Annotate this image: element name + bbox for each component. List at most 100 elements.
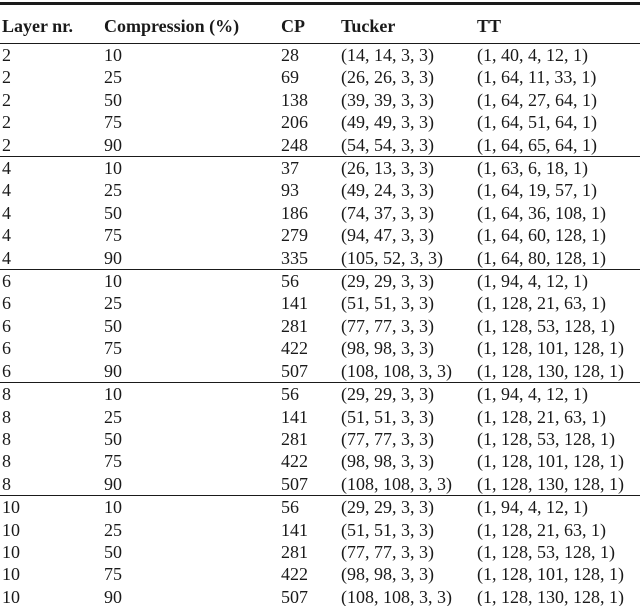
table-cell: (98, 98, 3, 3) [341, 451, 434, 472]
table-cell: 141 [281, 519, 308, 540]
table-cell: 56 [281, 497, 299, 518]
table-cell: 2 [2, 67, 11, 88]
table-row: 10 25 141 (51, 51, 3, 3) (1, 128, 21, 63, 1) [0, 519, 640, 541]
table-cell: (98, 98, 3, 3) [341, 338, 434, 359]
table-cell: (108, 108, 3, 3) [341, 360, 452, 381]
table-cell: 25 [104, 67, 122, 88]
table-cell: 422 [281, 564, 308, 585]
table-cell: 25 [104, 519, 122, 540]
table-section-layer-10: 10 10 56 (29, 29, 3, 3) (1, 94, 4, 12, 1) 10 2… [0, 495, 640, 606]
table-cell: 75 [104, 564, 122, 585]
table-row: 4 75 279 (94, 47, 3, 3) (1, 64, 60, 128, 1) [0, 224, 640, 246]
table-cell: (26, 26, 3, 3) [341, 67, 434, 88]
table-cell: (1, 128, 53, 128, 1) [477, 315, 615, 336]
table-cell: (26, 13, 3, 3) [341, 158, 434, 179]
table-cell: 90 [104, 247, 122, 268]
table-cell: 10 [2, 497, 20, 518]
table-row: 2 75 206 (49, 49, 3, 3) (1, 64, 51, 64, 1) [0, 111, 640, 133]
table-row: 4 10 37 (26, 13, 3, 3) (1, 63, 6, 18, 1) [0, 157, 640, 180]
table-cell: (105, 52, 3, 3) [341, 247, 443, 268]
table-row: 10 10 56 (29, 29, 3, 3) (1, 94, 4, 12, 1) [0, 496, 640, 519]
table-cell: (29, 29, 3, 3) [341, 271, 434, 292]
table-cell: 281 [281, 541, 308, 562]
table-section-layer-4: 4 10 37 (26, 13, 3, 3) (1, 63, 6, 18, 1) 4 25 9… [0, 156, 640, 270]
table-cell: 90 [104, 586, 122, 606]
table-cell: 50 [104, 89, 122, 110]
table-row: 4 25 93 (49, 24, 3, 3) (1, 64, 19, 57, 1) [0, 179, 640, 201]
table-cell: (54, 54, 3, 3) [341, 134, 434, 155]
table-cell: (1, 128, 21, 63, 1) [477, 519, 606, 540]
table-cell: 56 [281, 271, 299, 292]
table-row: 4 90 335 (105, 52, 3, 3) (1, 64, 80, 128, 1) [0, 247, 640, 270]
table-cell: (77, 77, 3, 3) [341, 315, 434, 336]
table-cell: 93 [281, 180, 299, 201]
table-cell: 8 [2, 473, 11, 494]
table-cell: (94, 47, 3, 3) [341, 225, 434, 246]
table-cell: 69 [281, 67, 299, 88]
table-row: 2 25 69 (26, 26, 3, 3) (1, 64, 11, 33, 1) [0, 66, 640, 88]
table-cell: 25 [104, 406, 122, 427]
table-cell: 28 [281, 45, 299, 65]
table-cell: 281 [281, 428, 308, 449]
table-cell: (1, 64, 65, 64, 1) [477, 134, 597, 155]
table-cell: (1, 128, 21, 63, 1) [477, 293, 606, 314]
table-row: 6 50 281 (77, 77, 3, 3) (1, 128, 53, 128, 1) [0, 315, 640, 337]
table-section-layer-6: 6 10 56 (29, 29, 3, 3) (1, 94, 4, 12, 1) 6 25 1… [0, 269, 640, 383]
table-row: 8 90 507 (108, 108, 3, 3) (1, 128, 130, 128,… [0, 473, 640, 496]
table-cell: 90 [104, 360, 122, 381]
table-cell: (14, 14, 3, 3) [341, 45, 434, 65]
table-cell: 50 [104, 315, 122, 336]
table-cell: (98, 98, 3, 3) [341, 564, 434, 585]
table-cell: 206 [281, 112, 308, 133]
table-cell: (1, 64, 11, 33, 1) [477, 67, 597, 88]
table-cell: (1, 128, 101, 128, 1) [477, 564, 624, 585]
table-cell: 2 [2, 45, 11, 65]
table-cell: (1, 94, 4, 12, 1) [477, 271, 588, 292]
table-cell: 50 [104, 202, 122, 223]
table-cell: 10 [2, 564, 20, 585]
table-cell: 75 [104, 338, 122, 359]
col-header-layer-nr: Layer nr. [0, 3, 104, 44]
table-cell: 4 [2, 225, 11, 246]
table-cell: 186 [281, 202, 308, 223]
table-cell: 2 [2, 134, 11, 155]
table-cell: (1, 64, 80, 128, 1) [477, 247, 606, 268]
table-cell: (108, 108, 3, 3) [341, 473, 452, 494]
col-header-tt: TT [477, 3, 640, 44]
table-cell: (1, 128, 130, 128, 1) [477, 586, 624, 606]
table-row: 10 50 281 (77, 77, 3, 3) (1, 128, 53, 128, 1… [0, 541, 640, 563]
table-row: 8 75 422 (98, 98, 3, 3) (1, 128, 101, 128, 1… [0, 450, 640, 472]
table-cell: 4 [2, 158, 11, 179]
table-cell: (1, 64, 36, 108, 1) [477, 202, 606, 223]
table-cell: (1, 128, 53, 128, 1) [477, 428, 615, 449]
table-cell: (1, 94, 4, 12, 1) [477, 497, 588, 518]
table-cell: 10 [104, 271, 122, 292]
table-cell: 4 [2, 247, 11, 268]
table-cell: (1, 40, 4, 12, 1) [477, 45, 588, 65]
table-cell: 6 [2, 271, 11, 292]
table-cell: (49, 49, 3, 3) [341, 112, 434, 133]
table-cell: 10 [2, 586, 20, 606]
col-header-tucker: Tucker [341, 3, 477, 44]
table-cell: 507 [281, 360, 308, 381]
table-cell: (51, 51, 3, 3) [341, 406, 434, 427]
table-cell: 248 [281, 134, 308, 155]
table-cell: 10 [104, 158, 122, 179]
table-cell: 8 [2, 406, 11, 427]
col-header-compression: Compression (%) [104, 3, 281, 44]
table-row: 2 50 138 (39, 39, 3, 3) (1, 64, 27, 64, 1) [0, 89, 640, 111]
table-row: 2 10 28 (14, 14, 3, 3) (1, 40, 4, 12, 1) [0, 44, 640, 67]
table-row: 8 10 56 (29, 29, 3, 3) (1, 94, 4, 12, 1) [0, 383, 640, 406]
table-cell: 10 [104, 384, 122, 405]
table-cell: 56 [281, 384, 299, 405]
table-cell: 6 [2, 338, 11, 359]
table-cell: (77, 77, 3, 3) [341, 541, 434, 562]
table-cell: 90 [104, 134, 122, 155]
table-row: 6 10 56 (29, 29, 3, 3) (1, 94, 4, 12, 1) [0, 270, 640, 293]
table-cell: (1, 63, 6, 18, 1) [477, 158, 588, 179]
table-cell: (1, 94, 4, 12, 1) [477, 384, 588, 405]
table-cell: (108, 108, 3, 3) [341, 586, 452, 606]
table-row: 6 75 422 (98, 98, 3, 3) (1, 128, 101, 128, 1… [0, 337, 640, 359]
